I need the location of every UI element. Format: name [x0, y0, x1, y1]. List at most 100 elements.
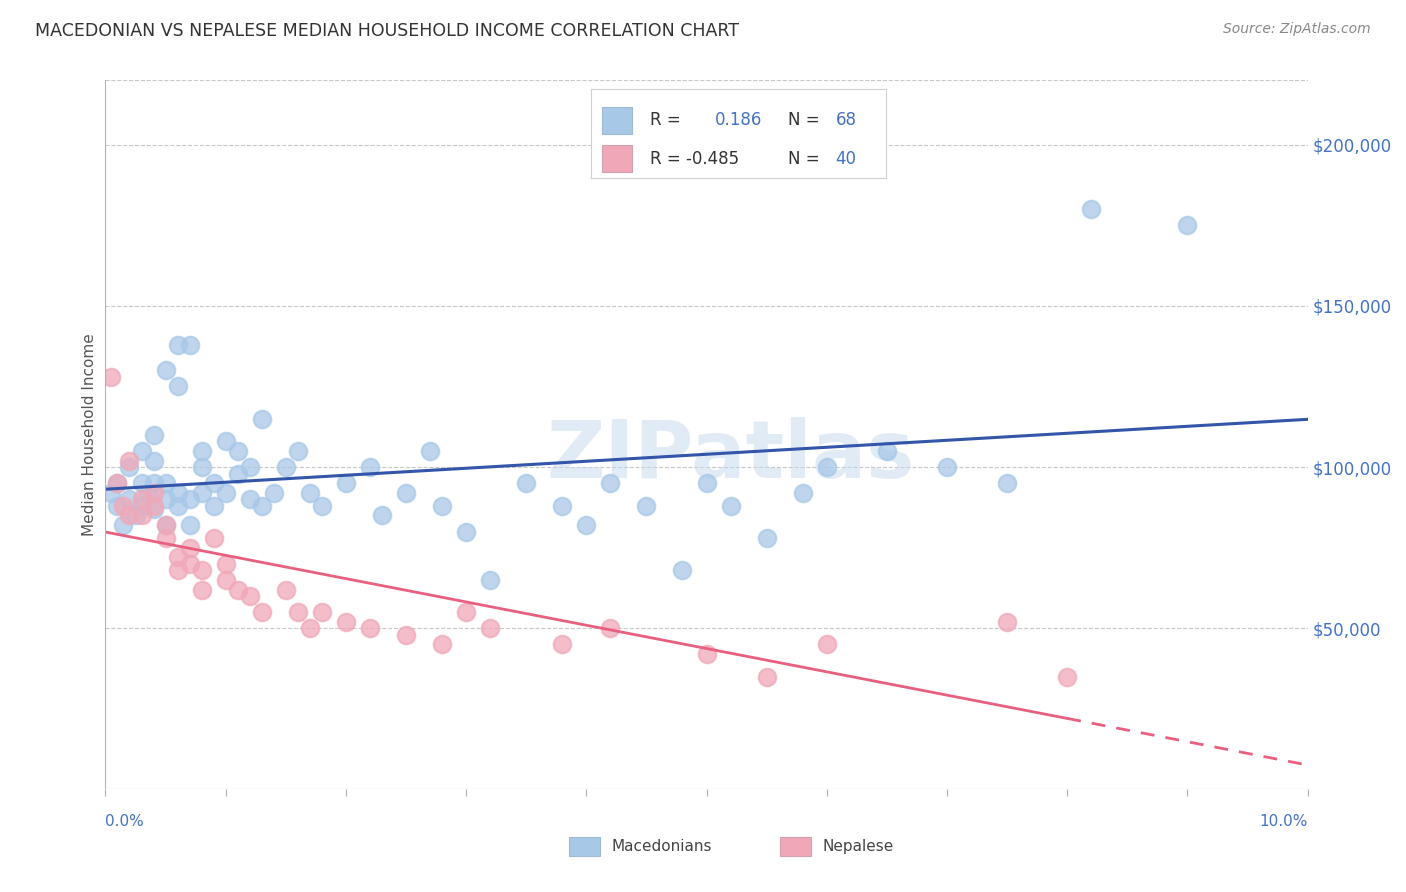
Text: 40: 40 [835, 150, 856, 168]
Point [118, 492, 141, 507]
Point [124, 508, 146, 523]
Point [575, 518, 598, 533]
Point [142, 428, 165, 442]
Point [179, 492, 201, 507]
Point [112, 518, 135, 533]
Point [263, 486, 285, 500]
Point [239, 492, 262, 507]
Point [214, 486, 236, 500]
Point [166, 550, 188, 565]
Point [995, 476, 1018, 491]
Point [226, 444, 249, 458]
Bar [780, 837, 811, 856]
Point [131, 499, 153, 513]
Point [107, 499, 129, 513]
Point [118, 453, 141, 467]
Point [395, 486, 418, 500]
Point [142, 476, 165, 491]
Point [430, 637, 453, 651]
Point [696, 476, 718, 491]
Point [155, 518, 177, 533]
Point [179, 557, 201, 571]
Point [202, 531, 225, 545]
Point [515, 476, 537, 491]
Text: N =: N = [789, 112, 820, 129]
Point [995, 615, 1018, 629]
Point [166, 563, 188, 577]
Text: 0.0%: 0.0% [105, 814, 145, 829]
Point [599, 476, 621, 491]
Point [636, 499, 658, 513]
Text: Nepalese: Nepalese [823, 839, 894, 854]
Point [179, 541, 201, 555]
Point [599, 621, 621, 635]
Text: 68: 68 [835, 112, 856, 129]
Point [100, 369, 122, 384]
Point [671, 563, 693, 577]
Point [479, 573, 502, 587]
Point [155, 476, 177, 491]
Point [202, 476, 225, 491]
Point [190, 444, 212, 458]
Point [430, 499, 453, 513]
Point [936, 460, 959, 475]
Point [755, 670, 778, 684]
Point [118, 460, 141, 475]
Point [250, 605, 273, 619]
Point [335, 615, 357, 629]
Point [359, 460, 381, 475]
Point [214, 557, 236, 571]
Point [359, 621, 381, 635]
Point [311, 499, 333, 513]
Point [142, 499, 165, 513]
Bar [569, 837, 600, 856]
Point [100, 486, 122, 500]
Point [454, 524, 477, 539]
Point [107, 476, 129, 491]
Text: 0.186: 0.186 [714, 112, 762, 129]
Point [131, 508, 153, 523]
Point [250, 411, 273, 425]
Point [335, 476, 357, 491]
Point [155, 363, 177, 377]
Point [190, 486, 212, 500]
Text: R = -0.485: R = -0.485 [650, 150, 738, 168]
Point [226, 467, 249, 481]
Point [131, 444, 153, 458]
Point [720, 499, 742, 513]
Point [792, 486, 814, 500]
Point [419, 444, 441, 458]
Point [479, 621, 502, 635]
Point [190, 460, 212, 475]
FancyBboxPatch shape [602, 145, 631, 172]
Point [239, 589, 262, 603]
Point [155, 518, 177, 533]
Point [815, 460, 838, 475]
Point [395, 628, 418, 642]
Point [155, 531, 177, 545]
Point [166, 499, 188, 513]
Point [202, 499, 225, 513]
Point [371, 508, 394, 523]
Point [226, 582, 249, 597]
Y-axis label: Median Household Income: Median Household Income [82, 334, 97, 536]
Text: Macedonians: Macedonians [612, 839, 711, 854]
Point [179, 337, 201, 351]
Point [166, 379, 188, 393]
Point [815, 637, 838, 651]
Point [274, 582, 297, 597]
Point [551, 637, 574, 651]
Point [239, 460, 262, 475]
Point [107, 476, 129, 491]
Point [190, 582, 212, 597]
Point [454, 605, 477, 619]
Point [131, 492, 153, 507]
Point [755, 531, 778, 545]
Text: N =: N = [789, 150, 820, 168]
Point [551, 499, 574, 513]
Point [311, 605, 333, 619]
Point [118, 508, 141, 523]
Point [136, 486, 159, 500]
Point [1056, 670, 1078, 684]
Text: R =: R = [650, 112, 681, 129]
